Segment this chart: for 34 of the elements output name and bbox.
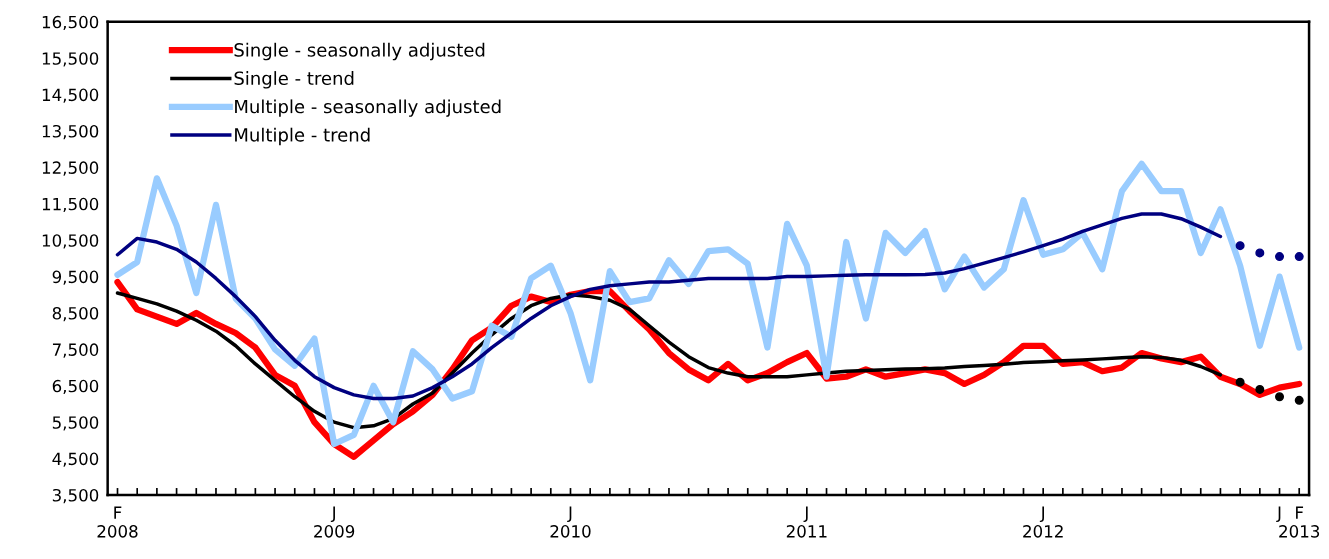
- y-tick-label: 4,500: [52, 452, 99, 467]
- point: [1275, 392, 1285, 402]
- y-tick-label: 11,500: [42, 197, 99, 213]
- x-tick-label: J: [1276, 506, 1281, 523]
- x-tick-label: F 2008: [97, 506, 138, 538]
- y-tick-label: 7,500: [52, 343, 99, 358]
- x-tick-label: J 2012: [1023, 506, 1063, 538]
- line-series: [115, 212, 1223, 401]
- point: [1294, 252, 1304, 262]
- y-tick-label: 9,500: [52, 270, 99, 285]
- x-tick-label: J 2009: [314, 506, 355, 538]
- line-series: [115, 291, 1223, 430]
- x-tick-label: J 2010: [550, 506, 591, 538]
- point: [1275, 252, 1285, 262]
- y-tick-label: 3,500: [52, 488, 99, 504]
- point: [1294, 395, 1304, 405]
- y-tick-label: 13,500: [42, 124, 99, 140]
- point: [1235, 241, 1245, 251]
- legend-label: Single - seasonally adjusted: [234, 42, 485, 61]
- y-tick-label: 15,500: [42, 52, 99, 67]
- y-tick-label: 12,500: [42, 161, 99, 176]
- point: [1235, 377, 1245, 387]
- legend-label: Single - trend: [234, 71, 354, 89]
- y-tick-label: 14,500: [42, 88, 99, 103]
- y-tick-label: 6,500: [52, 379, 99, 395]
- point: [1255, 384, 1265, 394]
- y-tick-label: 10,500: [42, 234, 99, 249]
- y-tick-label: 8,500: [52, 306, 99, 322]
- legend-label: Multiple - trend: [235, 127, 370, 146]
- legend-label: Multiple - seasonally adjusted: [235, 99, 501, 117]
- y-tick-label: 5,500: [52, 416, 99, 431]
- x-tick-label: J 2011: [786, 506, 827, 538]
- y-tick-label: 16,500: [42, 15, 99, 31]
- point: [1255, 248, 1265, 258]
